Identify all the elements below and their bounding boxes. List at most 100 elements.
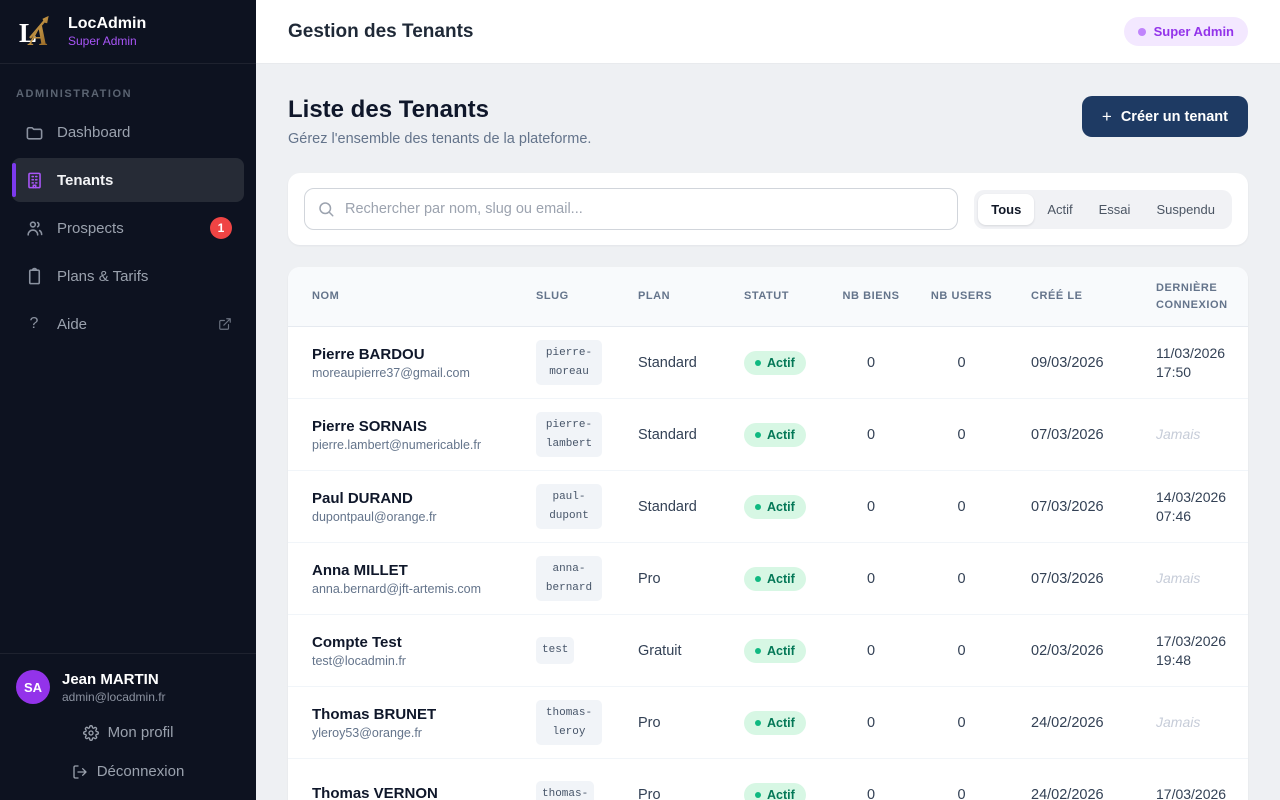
help-icon: ? <box>29 315 39 332</box>
status-label: Actif <box>767 643 795 658</box>
tenant-email: anna.bernard@jft-artemis.com <box>312 581 482 596</box>
table-row[interactable]: Paul DURAND dupontpaul@orange.fr paul-du… <box>288 471 1248 543</box>
tenant-slug: thomas-leroy <box>536 699 602 746</box>
nb-biens: 0 <box>866 642 876 659</box>
sidebar-nav: Dashboard Tenants Prospects 1 Plans <box>0 110 256 350</box>
sidebar-section-label: ADMINISTRATION <box>16 88 133 100</box>
table-row[interactable]: Anna MILLET anna.bernard@jft-artemis.com… <box>288 543 1248 615</box>
page-head-text: Liste des Tenants Gérez l'ensemble des t… <box>288 96 591 147</box>
profile-link[interactable]: Mon profil <box>16 724 240 741</box>
gear-icon <box>82 724 99 741</box>
tenant-status-cell: Actif <box>720 566 826 591</box>
tenant-status-cell: Actif <box>720 494 826 519</box>
user-email: admin@locadmin.fr <box>62 689 166 704</box>
nb-users: 0 <box>957 498 966 515</box>
search-input[interactable] <box>304 188 959 230</box>
status-badge: Actif <box>744 422 806 447</box>
status-badge: Actif <box>744 638 806 663</box>
sidebar-item-plans[interactable]: Plans & Tarifs <box>12 254 244 298</box>
external-link-icon <box>218 317 232 331</box>
last-connection: Jamais <box>1156 426 1201 443</box>
status-label: Actif <box>767 787 795 800</box>
tenant-name: Thomas BRUNET <box>312 705 437 723</box>
tenant-plan: Gratuit <box>638 642 682 659</box>
search-card: Tous Actif Essai Suspendu <box>288 173 1248 245</box>
filter-suspendu[interactable]: Suspendu <box>1143 194 1228 225</box>
last-connection: 11/03/2026 17:50 <box>1156 344 1226 380</box>
created-date: 24/02/2026 <box>1031 714 1104 731</box>
tenant-plan: Standard <box>638 426 697 443</box>
table-row[interactable]: Pierre SORNAIS pierre.lambert@numericabl… <box>288 399 1248 471</box>
col-header-cree-le: Créé le <box>1031 290 1083 303</box>
col-header-nb-biens: NB Biens <box>842 290 900 303</box>
table-row[interactable]: Thomas VERNON thomas- Pro Actif 0 0 24/0… <box>288 759 1248 800</box>
nb-biens: 0 <box>866 354 876 371</box>
tenant-name-cell: Paul DURAND dupontpaul@orange.fr <box>288 490 512 524</box>
create-tenant-button[interactable]: + Créer un tenant <box>1081 96 1248 137</box>
tenant-email: moreaupierre37@gmail.com <box>312 365 470 380</box>
top-header: Gestion des Tenants Super Admin <box>256 0 1280 64</box>
tenant-slug-cell: pierre-lambert <box>512 411 614 458</box>
folder-icon <box>24 123 44 142</box>
user-name: Jean MARTIN <box>62 670 159 688</box>
status-badge: Actif <box>744 494 806 519</box>
col-header-slug: Slug <box>536 290 569 303</box>
nb-users: 0 <box>957 426 966 443</box>
sidebar-item-prospects[interactable]: Prospects 1 <box>12 206 244 250</box>
tenant-name-cell: Thomas VERNON <box>288 785 512 800</box>
tenant-slug: paul-dupont <box>536 483 602 530</box>
status-dot-icon <box>755 503 761 510</box>
tenant-status-cell: Actif <box>720 350 826 375</box>
nb-biens: 0 <box>866 498 876 515</box>
status-dot-icon <box>755 647 761 654</box>
status-dot-icon <box>755 431 761 438</box>
sidebar-item-aide[interactable]: ? Aide <box>12 302 244 346</box>
table-row[interactable]: Thomas BRUNET yleroy53@orange.fr thomas-… <box>288 687 1248 759</box>
status-badge: Actif <box>744 782 806 800</box>
tenant-slug-cell: pierre-moreau <box>512 339 614 386</box>
page-subtitle: Gérez l'ensemble des tenants de la plate… <box>288 131 592 147</box>
filter-essai[interactable]: Essai <box>1086 194 1144 225</box>
status-dot-icon <box>755 719 761 726</box>
nb-biens: 0 <box>866 786 876 800</box>
locadmin-logo-icon: L A <box>16 12 56 52</box>
sidebar-item-tenants[interactable]: Tenants <box>12 158 244 202</box>
filter-tous[interactable]: Tous <box>978 193 1035 225</box>
tenant-slug: pierre-lambert <box>536 411 602 458</box>
tenant-email: pierre.lambert@numericable.fr <box>312 437 482 452</box>
last-connection: 14/03/2026 07:46 <box>1156 488 1227 524</box>
plus-icon: + <box>1101 107 1112 126</box>
tenant-name: Thomas VERNON <box>312 784 438 800</box>
sidebar-item-label: Tenants <box>57 171 114 189</box>
tenant-name-cell: Pierre BARDOU moreaupierre37@gmail.com <box>288 346 512 380</box>
status-dot-icon <box>755 791 761 798</box>
status-label: Actif <box>767 571 795 586</box>
user-row: SA Jean MARTIN admin@locadmin.fr <box>16 670 240 704</box>
status-badge: Actif <box>744 350 806 375</box>
logout-link[interactable]: Déconnexion <box>16 763 240 780</box>
brand-subtitle: Super Admin <box>68 33 137 48</box>
last-connection: 17/03/2026 19:48 <box>1156 632 1227 668</box>
col-header-derniere-connexion: Dernière connexion <box>1156 282 1228 311</box>
sidebar-item-label: Prospects <box>57 219 124 237</box>
user-identity: Jean MARTIN admin@locadmin.fr <box>62 671 166 704</box>
nb-biens: 0 <box>866 570 876 587</box>
tenant-name-cell: Compte Test test@locadmin.fr <box>288 634 512 668</box>
filter-actif[interactable]: Actif <box>1034 194 1085 225</box>
tenant-slug: anna-bernard <box>536 555 602 602</box>
page-header-title: Gestion des Tenants <box>288 20 474 42</box>
tenant-slug: pierre-moreau <box>536 339 602 386</box>
sidebar-item-dashboard[interactable]: Dashboard <box>12 110 244 154</box>
content-area: Liste des Tenants Gérez l'ensemble des t… <box>256 64 1280 800</box>
tenant-plan: Standard <box>638 354 697 371</box>
table-header-row: Nom Slug Plan Statut NB Biens NB Users C… <box>288 267 1248 327</box>
table-row[interactable]: Compte Test test@locadmin.fr test Gratui… <box>288 615 1248 687</box>
col-header-nb-users: NB Users <box>930 290 993 303</box>
status-label: Actif <box>767 499 795 514</box>
last-connection: Jamais <box>1156 570 1201 587</box>
role-badge: Super Admin <box>1123 17 1248 46</box>
status-label: Actif <box>767 355 795 370</box>
status-badge: Actif <box>744 710 806 735</box>
table-row[interactable]: Pierre BARDOU moreaupierre37@gmail.com p… <box>288 327 1248 399</box>
tenant-slug-cell: paul-dupont <box>512 483 614 530</box>
